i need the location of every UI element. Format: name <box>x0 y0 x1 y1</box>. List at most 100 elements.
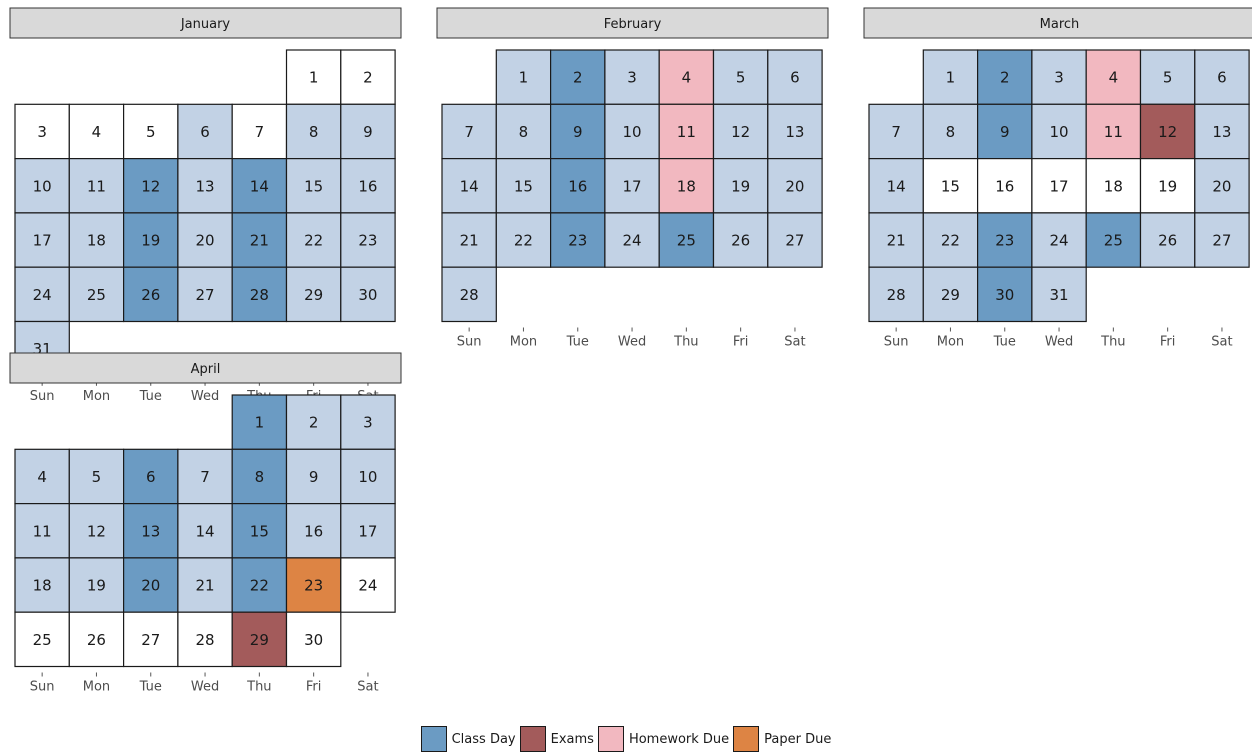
weekday-label-february-wed: Wed <box>618 335 646 350</box>
day-cell-january-21 <box>231 212 288 268</box>
day-label-march-3: 3 <box>1054 69 1064 87</box>
day-cell-march-2 <box>976 49 1033 105</box>
weekday-label-april-fri: Fri <box>306 680 322 695</box>
day-label-march-26: 26 <box>1158 232 1177 250</box>
day-cell-february-10 <box>604 103 660 160</box>
day-cell-april-2 <box>285 394 342 450</box>
day-label-january-9: 9 <box>363 123 373 141</box>
day-cell-march-23 <box>976 212 1033 268</box>
day-label-january-3: 3 <box>37 123 47 141</box>
day-label-february-25: 25 <box>677 232 696 250</box>
legend-label-class: Class Day <box>451 731 516 747</box>
day-cell-april-15 <box>231 503 288 559</box>
day-label-april-18: 18 <box>33 577 52 595</box>
day-cell-february-19 <box>712 158 769 214</box>
weekday-label-february-thu: Thu <box>673 335 698 350</box>
day-cell-january-7 <box>231 103 288 160</box>
legend-swatch-class <box>420 726 447 752</box>
day-cell-february-12 <box>712 103 769 160</box>
day-label-january-22: 22 <box>304 232 323 250</box>
day-label-march-9: 9 <box>1000 123 1010 141</box>
day-cell-march-15 <box>922 158 979 214</box>
day-cell-march-27 <box>1194 212 1250 268</box>
day-label-march-17: 17 <box>1050 177 1069 195</box>
month-title-march: March <box>1040 17 1080 32</box>
weekday-label-march-wed: Wed <box>1045 335 1073 350</box>
day-cell-january-20 <box>177 212 233 268</box>
day-cell-april-9 <box>285 448 342 505</box>
day-label-february-9: 9 <box>573 123 583 141</box>
day-label-march-20: 20 <box>1212 177 1231 195</box>
day-cell-april-10 <box>340 448 396 505</box>
day-label-january-23: 23 <box>358 232 377 250</box>
day-label-february-12: 12 <box>731 123 750 141</box>
day-label-february-20: 20 <box>785 177 804 195</box>
day-label-april-12: 12 <box>87 522 106 540</box>
day-cell-january-15 <box>285 158 342 214</box>
day-cell-february-17 <box>604 158 660 214</box>
weekday-label-april-wed: Wed <box>191 680 219 695</box>
day-cell-february-7 <box>441 103 497 160</box>
day-label-april-25: 25 <box>33 631 52 649</box>
day-cell-february-13 <box>767 103 823 160</box>
day-cell-april-24 <box>340 557 396 613</box>
day-label-january-8: 8 <box>309 123 319 141</box>
day-cell-april-29 <box>231 611 288 668</box>
day-cell-january-18 <box>68 212 125 268</box>
day-label-february-23: 23 <box>568 232 587 250</box>
day-label-february-11: 11 <box>677 123 696 141</box>
month-title-april: April <box>191 362 221 377</box>
day-label-march-31: 31 <box>1050 286 1069 304</box>
day-label-march-11: 11 <box>1104 123 1123 141</box>
weekday-label-april-sat: Sat <box>357 680 378 695</box>
day-label-january-19: 19 <box>141 232 160 250</box>
day-label-april-10: 10 <box>358 468 377 486</box>
day-label-january-16: 16 <box>358 177 377 195</box>
day-cell-april-20 <box>122 557 179 613</box>
legend-swatch-homework <box>597 726 624 752</box>
day-cell-april-7 <box>177 448 233 505</box>
day-cell-april-14 <box>177 503 233 559</box>
day-cell-march-25 <box>1085 212 1142 268</box>
day-label-february-16: 16 <box>568 177 587 195</box>
day-label-march-25: 25 <box>1104 232 1123 250</box>
day-cell-april-30 <box>285 611 342 668</box>
legend-item-paper: Paper Due <box>733 726 831 752</box>
day-cell-january-5 <box>122 103 179 160</box>
day-label-february-15: 15 <box>514 177 533 195</box>
day-cell-january-27 <box>177 266 233 323</box>
day-label-january-5: 5 <box>146 123 156 141</box>
weekday-label-march-sat: Sat <box>1211 335 1232 350</box>
month-title-february: February <box>604 17 662 32</box>
day-label-march-12: 12 <box>1158 123 1177 141</box>
day-cell-february-14 <box>441 158 497 214</box>
day-label-march-5: 5 <box>1163 69 1173 87</box>
weekday-label-april-thu: Thu <box>246 680 271 695</box>
day-label-january-27: 27 <box>196 286 215 304</box>
day-label-february-21: 21 <box>460 232 479 250</box>
day-cell-february-4 <box>658 49 715 105</box>
day-cell-january-19 <box>122 212 179 268</box>
weekday-label-april-tue: Tue <box>139 680 162 695</box>
day-cell-march-30 <box>976 266 1033 323</box>
day-cell-february-27 <box>767 212 823 268</box>
day-cell-january-30 <box>340 266 396 323</box>
weekday-label-january-tue: Tue <box>139 389 162 404</box>
day-cell-april-8 <box>231 448 288 505</box>
day-label-march-24: 24 <box>1050 232 1069 250</box>
day-label-february-10: 10 <box>623 123 642 141</box>
day-label-march-27: 27 <box>1212 232 1231 250</box>
day-cell-april-16 <box>285 503 342 559</box>
day-label-april-15: 15 <box>250 522 269 540</box>
weekday-label-february-sat: Sat <box>784 335 805 350</box>
day-label-march-14: 14 <box>887 177 906 195</box>
weekday-label-march-sun: Sun <box>884 335 909 350</box>
day-cell-february-3 <box>604 49 660 105</box>
day-label-april-5: 5 <box>92 468 102 486</box>
day-label-april-26: 26 <box>87 631 106 649</box>
weekday-label-april-sun: Sun <box>30 680 55 695</box>
day-label-march-8: 8 <box>946 123 956 141</box>
day-cell-march-26 <box>1139 212 1196 268</box>
